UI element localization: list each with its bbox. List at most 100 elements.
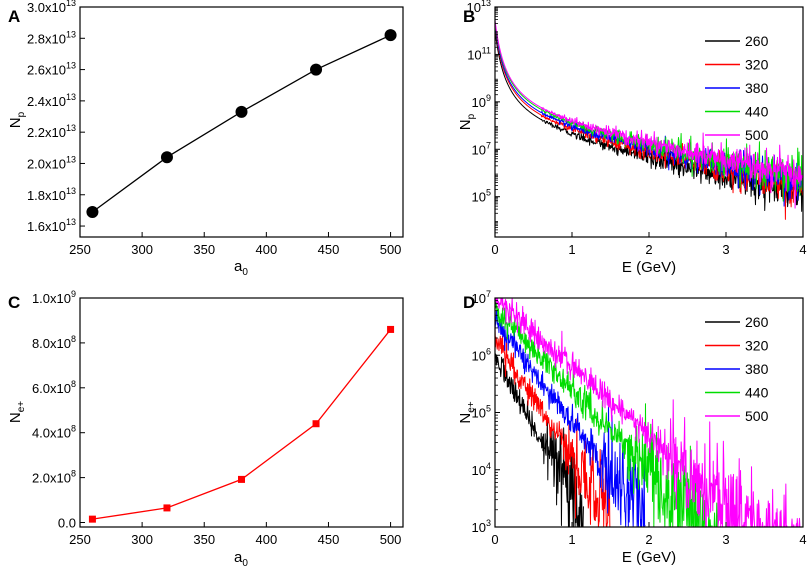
y-tick-label-exponent: 8: [71, 469, 76, 479]
x-axis-label: E (GeV): [622, 549, 676, 566]
x-tick-label: 4: [799, 242, 806, 257]
y-axis-label-main: N: [457, 119, 474, 130]
panel-d: D0 1 2 3 4103104105106107260320380440500Ne+E…: [457, 289, 807, 566]
y-tick-label-exponent: 13: [66, 123, 76, 133]
y-tick-label-mantissa: 2.8x10: [27, 31, 66, 46]
panel-label: B: [463, 7, 475, 26]
legend-label: 320: [745, 57, 769, 73]
panel-label: C: [8, 293, 20, 312]
y-tick-label-exponent: 5: [486, 404, 491, 414]
y-axis-label-main: N: [457, 413, 474, 424]
y-axis-label: Np: [7, 111, 27, 128]
y-tick-label-mantissa: 10: [472, 520, 486, 535]
data-point: [384, 29, 397, 42]
data-point: [387, 325, 395, 333]
y-tick-label: 107: [472, 140, 491, 157]
y-axis-label-main: N: [7, 412, 24, 423]
y-tick-label-exponent: 13: [66, 29, 76, 39]
y-tick-label-mantissa: 10: [472, 190, 486, 205]
y-tick-label: 105: [472, 404, 491, 421]
y-tick-label-exponent: 9: [71, 289, 76, 299]
y-axis-label-sub: p: [16, 111, 27, 117]
y-tick-label-mantissa: 10: [472, 406, 486, 421]
y-tick-label: 2.0x1013: [27, 154, 76, 171]
y-tick-label-mantissa: 3.0x10: [27, 0, 66, 15]
y-axis-label: Np: [457, 113, 477, 130]
x-axis-label-main: E (GeV): [622, 259, 676, 276]
plot-frame-c: [79, 297, 404, 528]
y-tick-label: 1.0x109: [32, 289, 76, 306]
legend-label: 320: [745, 338, 769, 354]
y-axis-label-sub: p: [466, 113, 477, 119]
y-tick-label-mantissa: 10: [472, 348, 486, 363]
series-line-380: [495, 24, 803, 207]
y-tick-label-exponent: 13: [481, 0, 491, 8]
y-tick-label-mantissa: 2.2x10: [27, 125, 66, 140]
x-tick-label: 0: [491, 532, 498, 547]
y-tick-label: 106: [472, 346, 491, 363]
legend-label: 500: [745, 408, 769, 424]
y-tick-label: 4.0x108: [32, 424, 76, 441]
x-tick-label: 250: [69, 532, 91, 547]
y-axis-label-sub: e+: [16, 401, 27, 413]
y-tick-label: 107: [472, 289, 491, 306]
y-tick-label: 105: [472, 188, 491, 205]
x-tick-label: 350: [193, 242, 215, 257]
y-tick-label-mantissa: 10: [472, 463, 486, 478]
x-axis-label-main: E (GeV): [622, 549, 676, 566]
series-line-320: [495, 325, 611, 527]
y-tick-label-exponent: 9: [486, 93, 491, 103]
y-tick-label: 6.0x108: [32, 379, 76, 396]
x-tick-label: 2: [645, 532, 652, 547]
y-tick-label-mantissa: 8.0x10: [32, 336, 71, 351]
legend-label: 440: [745, 104, 769, 120]
panel-label: A: [8, 7, 20, 26]
y-tick-label-exponent: 7: [486, 289, 491, 299]
series-line-500: [495, 298, 803, 527]
x-axis-label: a0: [234, 549, 248, 569]
legend-label: 380: [745, 361, 769, 377]
y-tick-label-exponent: 8: [71, 424, 76, 434]
x-axis-label-main: a: [234, 549, 243, 566]
y-tick-label: 2.0x108: [32, 469, 76, 486]
y-tick-label-exponent: 4: [486, 461, 491, 471]
x-axis-label-sub: 0: [242, 267, 248, 278]
y-tick-label: 2.2x1013: [27, 123, 76, 140]
series-group: [495, 19, 803, 220]
y-tick-label-exponent: 7: [486, 140, 491, 150]
legend-label: 500: [745, 127, 769, 143]
panel-label: D: [463, 293, 475, 312]
series-line-500: [495, 19, 803, 209]
x-tick-label: 250: [69, 242, 91, 257]
x-tick-label: 350: [193, 532, 215, 547]
x-tick-label: 3: [722, 532, 729, 547]
y-tick-label: 1013: [467, 0, 491, 15]
y-tick-label: 1011: [467, 45, 491, 62]
y-tick-label-exponent: 8: [71, 379, 76, 389]
y-tick-label: 2.8x1013: [27, 29, 76, 46]
y-tick-label-mantissa: 10: [467, 47, 481, 62]
y-tick-label-mantissa: 1.8x10: [27, 188, 66, 203]
x-axis-label: a0: [234, 258, 248, 278]
y-axis-label: Ne+: [457, 401, 477, 423]
x-axis-label-main: a: [234, 258, 243, 275]
y-axis-label: Ne+: [7, 401, 27, 423]
y-tick-label-mantissa: 1.0x10: [32, 291, 71, 306]
data-point: [163, 504, 171, 512]
y-tick-label-exponent: 13: [66, 61, 76, 71]
y-tick-label-mantissa: 4.0x10: [32, 426, 71, 441]
legend-label: 260: [745, 314, 769, 330]
y-tick-label-mantissa: 1.6x10: [27, 219, 66, 234]
data-point: [312, 420, 320, 428]
y-tick-label: 109: [472, 93, 491, 110]
x-tick-label: 500: [380, 532, 402, 547]
y-tick-label: 104: [472, 461, 491, 478]
series-line: [92, 34, 391, 213]
y-axis-label-sub: e+: [466, 401, 477, 413]
series-line-440: [495, 21, 803, 202]
y-tick-label: 103: [472, 518, 491, 535]
y-tick-label-exponent: 13: [66, 186, 76, 196]
plot-frame-a: [79, 6, 404, 238]
